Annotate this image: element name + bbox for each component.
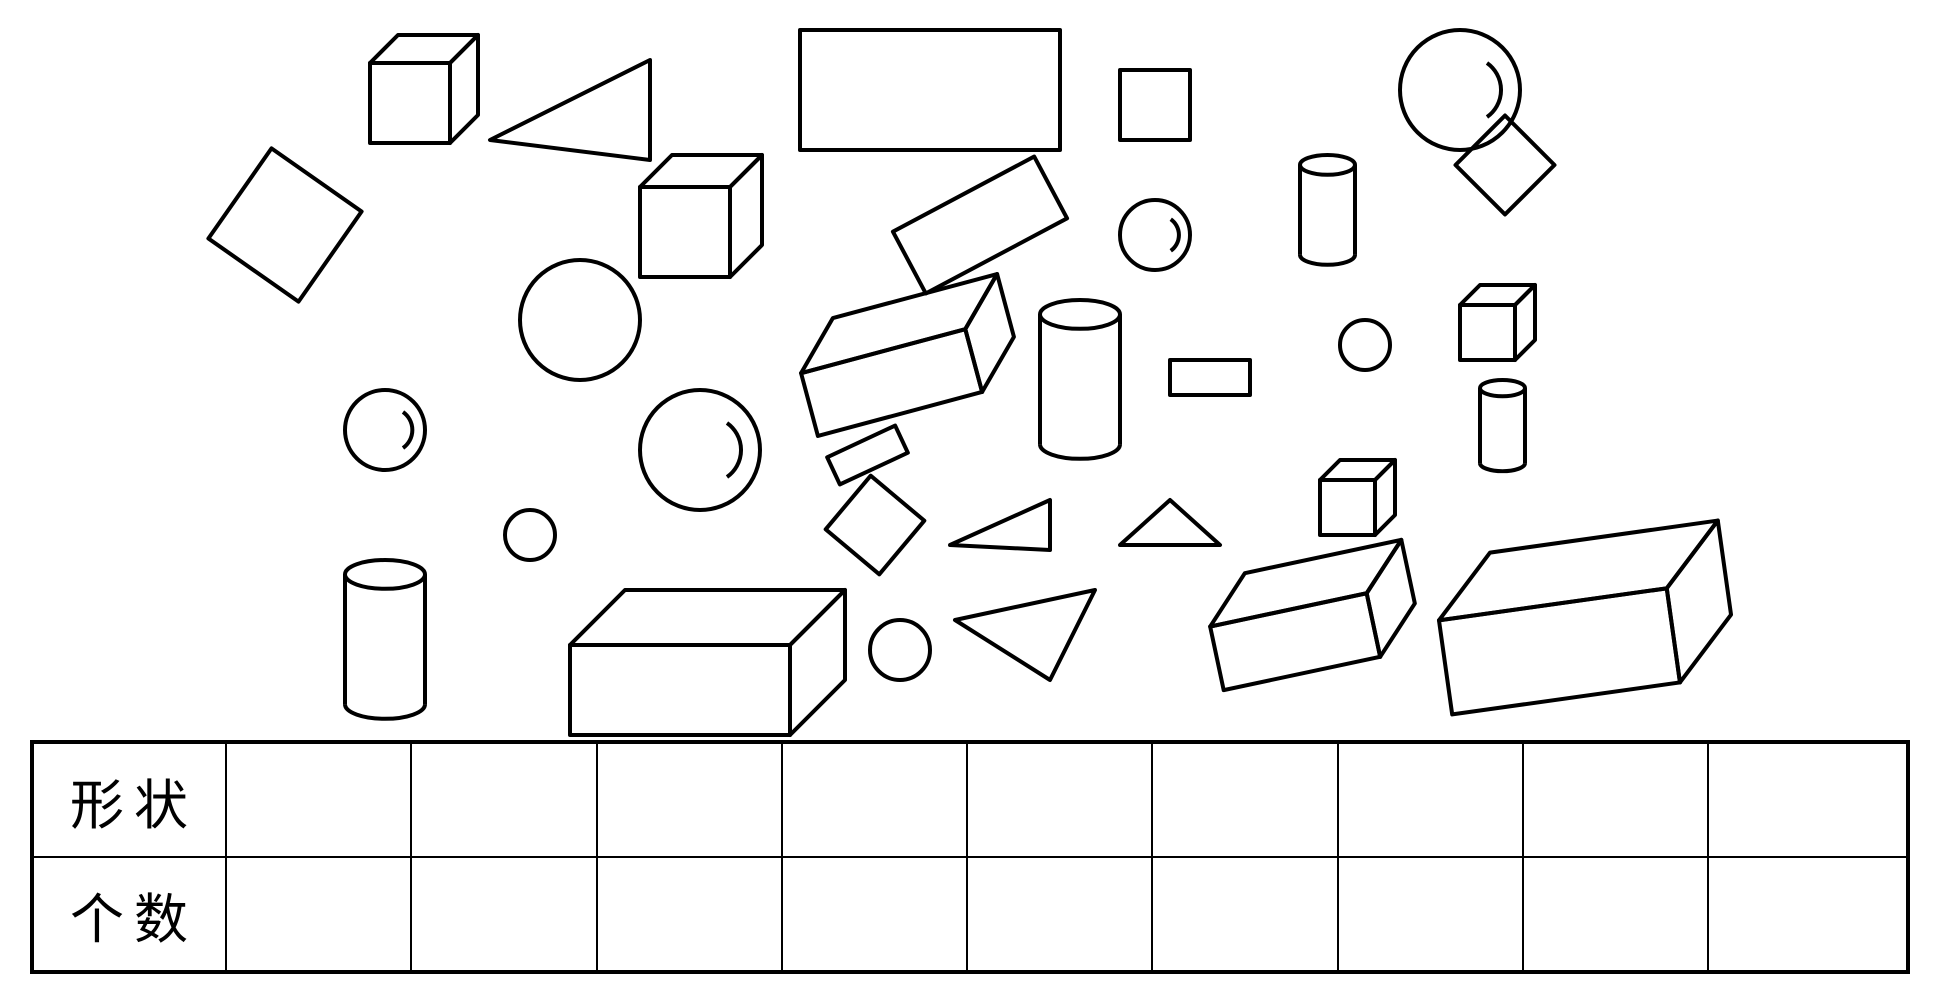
triangle-icon <box>1120 500 1222 547</box>
sphere-icon <box>1120 200 1190 270</box>
table-cell[interactable] <box>1708 742 1908 857</box>
worksheet-page: 形状 个数 <box>0 0 1943 1003</box>
row-label-shape: 形状 <box>32 742 226 857</box>
triangle-icon <box>490 60 652 162</box>
square-icon <box>1120 70 1190 140</box>
shapes-scatter-area <box>0 0 1943 720</box>
table-cell[interactable] <box>226 857 411 972</box>
cylinder-icon <box>1040 300 1120 459</box>
circle-icon <box>1340 320 1390 370</box>
circle-icon <box>870 620 930 680</box>
triangle-icon <box>950 500 1052 552</box>
table-cell[interactable] <box>967 857 1152 972</box>
cube-icon <box>640 155 762 277</box>
cylinder-icon <box>1300 155 1355 265</box>
triangle-icon <box>955 590 1097 682</box>
square-icon <box>208 148 361 301</box>
table-cell[interactable] <box>1152 857 1337 972</box>
circle-icon <box>520 260 640 380</box>
rectangle-icon <box>893 157 1067 294</box>
cuboid-icon <box>789 274 1025 436</box>
cuboid-icon <box>570 590 845 735</box>
table-row-shape: 形状 <box>32 742 1908 857</box>
table-cell[interactable] <box>782 857 967 972</box>
table-row-count: 个数 <box>32 857 1908 972</box>
cylinder-icon <box>345 560 425 719</box>
cylinder-icon <box>1480 380 1525 471</box>
square-icon <box>826 476 925 575</box>
cuboid-icon <box>1431 521 1740 715</box>
cube-icon <box>370 35 478 143</box>
table-cell[interactable] <box>411 742 596 857</box>
rectangle-icon <box>1170 360 1250 395</box>
circle-icon <box>505 510 555 560</box>
cuboid-icon <box>1201 540 1424 690</box>
answer-table: 形状 个数 <box>30 740 1910 974</box>
table-cell[interactable] <box>1708 857 1908 972</box>
table-cell[interactable] <box>1338 742 1523 857</box>
table-cell[interactable] <box>597 857 782 972</box>
table-cell[interactable] <box>1152 742 1337 857</box>
rectangle-icon <box>800 30 1060 150</box>
table-cell[interactable] <box>967 742 1152 857</box>
cube-icon <box>1320 460 1395 535</box>
table-cell[interactable] <box>1523 742 1708 857</box>
cube-icon <box>1460 285 1535 360</box>
rectangle-icon <box>827 426 908 485</box>
table-cell[interactable] <box>1338 857 1523 972</box>
table-cell[interactable] <box>597 742 782 857</box>
sphere-icon <box>640 390 760 510</box>
table-cell[interactable] <box>411 857 596 972</box>
table-cell[interactable] <box>1523 857 1708 972</box>
table-cell[interactable] <box>782 742 967 857</box>
sphere-icon <box>345 390 425 470</box>
row-label-count: 个数 <box>32 857 226 972</box>
table-cell[interactable] <box>226 742 411 857</box>
